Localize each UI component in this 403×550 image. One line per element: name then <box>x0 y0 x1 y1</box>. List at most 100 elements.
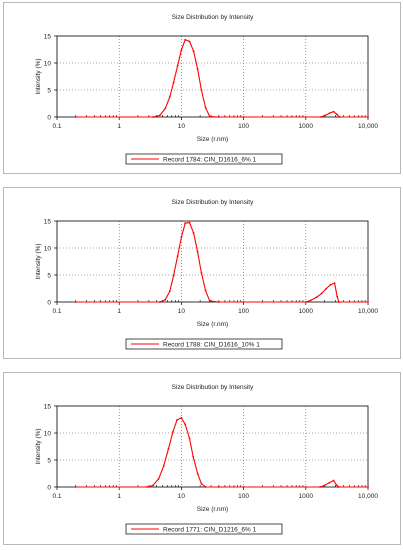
data-point <box>188 221 191 224</box>
x-tick-label: 1 <box>117 493 121 500</box>
data-point <box>172 81 175 84</box>
data-point <box>176 64 179 67</box>
data-point <box>315 296 318 299</box>
y-tick-label: 0 <box>47 299 51 306</box>
data-point <box>168 96 171 98</box>
data-point <box>333 282 336 284</box>
x-tick-label: 1000 <box>299 308 314 315</box>
data-point <box>242 116 245 118</box>
data-point <box>188 437 191 440</box>
data-point <box>329 283 332 286</box>
legend-entry: Record 1771: CIN_D1216_6% 1 <box>163 526 257 533</box>
x-tick-label: 1 <box>117 308 121 315</box>
data-point <box>162 465 165 467</box>
data-point <box>176 419 178 421</box>
legend-entry: Record 1788: CIN_D1616_10% 1 <box>163 341 260 348</box>
legend-box <box>125 523 283 535</box>
y-tick-label: 15 <box>44 218 52 225</box>
data-point <box>217 301 220 303</box>
data-point <box>335 483 338 486</box>
data-point <box>158 114 161 117</box>
data-point <box>196 472 199 475</box>
data-point <box>208 115 211 118</box>
data-point <box>367 486 369 488</box>
data-point <box>146 486 148 488</box>
data-point <box>319 486 322 488</box>
x-tick-label: 10,000 <box>358 123 378 130</box>
data-point <box>337 301 340 303</box>
data-point <box>172 274 175 277</box>
data-point <box>164 298 167 301</box>
x-tick-label: 10 <box>178 308 186 315</box>
x-tick-label: 1 <box>117 123 121 130</box>
data-point <box>168 290 171 293</box>
data-point <box>184 423 187 426</box>
data-point <box>332 479 335 482</box>
data-point <box>192 50 195 53</box>
y-tick-label: 10 <box>44 60 52 67</box>
data-point <box>192 231 195 234</box>
data-point <box>74 301 77 303</box>
legend-box <box>125 338 283 350</box>
y-tick-label: 15 <box>44 33 52 40</box>
legend-box <box>125 153 283 165</box>
x-axis-label: Size (r.nm) <box>197 506 228 513</box>
plot-frame <box>56 405 369 488</box>
chart-panel-2: Size Distribution by Intensity 0.1 1 10 100 1… <box>3 187 401 359</box>
data-point <box>167 447 170 450</box>
data-point <box>184 38 187 41</box>
x-tick-label: 10 <box>178 493 186 500</box>
data-point <box>176 255 179 257</box>
legend-entry: Record 1784: CIN_D1616_6% 1 <box>163 156 257 163</box>
data-point <box>171 431 174 433</box>
y-tick-label: 10 <box>44 430 52 437</box>
data-point <box>332 110 335 113</box>
data-point <box>180 236 183 239</box>
y-axis-label: Intensity (%) <box>35 58 42 94</box>
x-tick-label: 10,000 <box>358 308 378 315</box>
data-point <box>152 484 154 487</box>
series-line <box>75 222 368 303</box>
data-point <box>200 89 203 91</box>
x-axis-label: Size (r.nm) <box>197 321 228 328</box>
data-point <box>200 271 203 274</box>
data-point <box>324 114 327 117</box>
data-point <box>367 301 369 303</box>
data-point <box>74 116 77 118</box>
data-point <box>188 40 191 43</box>
chart-title: Size Distribution by Intensity <box>172 199 254 206</box>
chart-title: Size Distribution by Intensity <box>172 14 254 21</box>
plot-frame <box>56 220 369 303</box>
x-tick-label: 1000 <box>299 493 314 500</box>
y-tick-label: 0 <box>47 484 51 491</box>
data-point <box>74 486 77 488</box>
data-point <box>200 482 203 485</box>
data-point <box>204 106 207 109</box>
data-point <box>335 113 338 116</box>
series-line <box>75 39 368 118</box>
data-point <box>152 116 154 118</box>
data-point <box>157 478 160 480</box>
x-tick-label: 0.1 <box>52 308 61 315</box>
series-line <box>75 417 368 488</box>
data-point <box>204 486 207 488</box>
x-tick-label: 100 <box>238 123 249 130</box>
y-tick-label: 15 <box>44 403 52 410</box>
y-tick-label: 5 <box>47 87 51 94</box>
x-tick-label: 100 <box>238 493 249 500</box>
y-tick-label: 0 <box>47 114 51 121</box>
y-tick-label: 5 <box>47 272 51 279</box>
data-point <box>158 301 161 303</box>
y-tick-label: 10 <box>44 245 52 252</box>
data-point <box>208 300 211 302</box>
x-tick-label: 10 <box>178 123 186 130</box>
data-point <box>204 289 207 292</box>
data-point <box>196 250 199 253</box>
data-point <box>184 222 187 225</box>
data-point <box>217 116 220 118</box>
x-tick-label: 100 <box>238 308 249 315</box>
data-point <box>242 486 245 488</box>
